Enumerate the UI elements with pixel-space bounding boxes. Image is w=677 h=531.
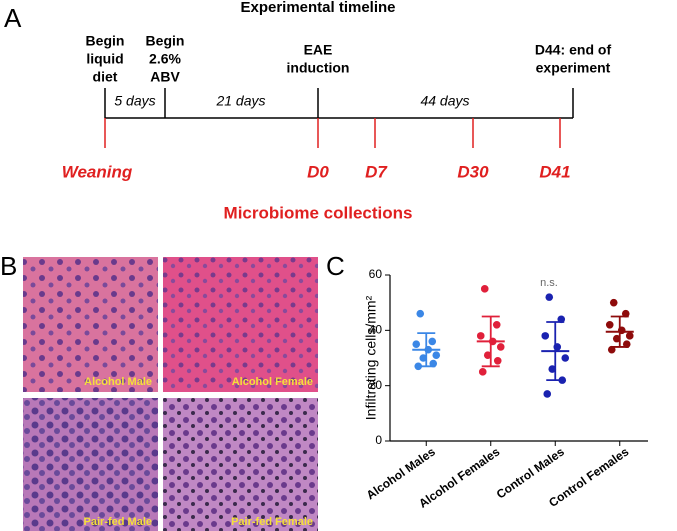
data-point	[625, 332, 634, 340]
histology-label: Alcohol Female	[232, 376, 313, 388]
panel-label: B	[0, 251, 17, 281]
data-point	[612, 334, 621, 343]
histology-label: Pair-fed Male	[84, 516, 152, 528]
data-point	[419, 354, 428, 362]
event-label: 2.6%	[149, 51, 181, 67]
interval-label: 5 days	[114, 93, 155, 109]
data-point	[480, 285, 489, 293]
event-label: liquid	[86, 51, 123, 67]
histology-label: Pair-fed Female	[231, 516, 313, 528]
data-point	[428, 337, 437, 346]
data-point	[478, 368, 487, 376]
error-bar	[610, 315, 629, 348]
timeline-title: Experimental timeline	[240, 0, 395, 16]
y-tick-label: 60	[369, 267, 383, 281]
collection-label: D41	[539, 162, 570, 181]
data-point	[609, 298, 618, 307]
collection-label: D30	[457, 162, 489, 181]
event-label: Begin	[146, 33, 185, 49]
histology-image	[23, 257, 158, 392]
collection-label: D0	[307, 162, 329, 181]
collection-label: Weaning	[62, 162, 133, 181]
data-point	[476, 332, 485, 340]
event-label: induction	[287, 60, 350, 76]
data-point	[493, 356, 502, 365]
event-label: Begin	[86, 33, 125, 49]
collection-label: D7	[365, 162, 388, 181]
y-tick-label: 0	[375, 433, 382, 447]
y-tick-label: 20	[369, 378, 383, 392]
data-point	[432, 351, 441, 360]
y-tick-label: 40	[369, 323, 383, 337]
event-label: ABV	[150, 69, 180, 85]
data-point	[548, 365, 557, 373]
data-point	[492, 321, 501, 329]
interval-label: 21 days	[215, 93, 265, 109]
y-axis-label: Infiltrating cells/mm²	[363, 295, 379, 420]
panel-label: A	[4, 3, 22, 33]
event-label: experiment	[536, 60, 611, 76]
data-point	[605, 321, 614, 329]
annotation: n.s.	[540, 277, 558, 289]
data-point	[412, 340, 421, 348]
histology-label: Alcohol Male	[84, 376, 152, 388]
histology-image	[163, 398, 318, 531]
event-label: D44: end of	[535, 42, 612, 58]
error-bar	[417, 332, 436, 368]
collections-caption: Microbiome collections	[224, 203, 413, 222]
error-bar	[546, 321, 565, 382]
panel-label: C	[326, 251, 345, 281]
data-point	[496, 343, 505, 351]
histology-image	[163, 257, 318, 392]
event-label: diet	[93, 69, 118, 85]
data-point	[416, 309, 425, 318]
interval-label: 44 days	[420, 93, 469, 109]
data-point	[561, 354, 570, 362]
error-bar	[481, 315, 500, 368]
data-point	[545, 293, 554, 301]
data-point	[543, 390, 552, 398]
event-label: EAE	[304, 42, 333, 58]
data-point	[541, 332, 550, 340]
data-point	[483, 351, 492, 360]
histology-image	[23, 398, 158, 531]
